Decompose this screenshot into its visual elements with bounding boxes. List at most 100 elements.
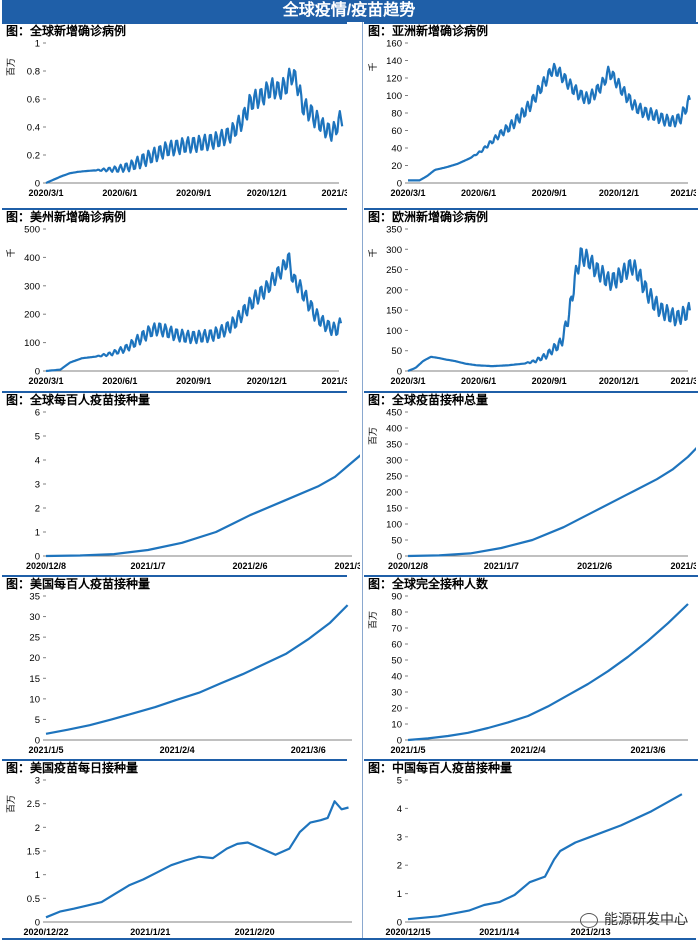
chart-title: 图：全球每百人疫苗接种量	[2, 391, 347, 407]
x-tick-label: 2020/6/1	[102, 376, 137, 386]
y-axis-label: 百万	[6, 58, 16, 76]
y-tick-label: 300	[386, 456, 402, 467]
chart-title: 图：全球完全接种人数	[364, 575, 698, 591]
x-tick-label: 2020/3/1	[390, 376, 425, 386]
x-tick-label: 2021/3/8	[334, 561, 360, 571]
chart-svg: 0 20 40 60 80 100 120 140 160 2020/3/1 2020/6/1 202…	[368, 39, 696, 199]
y-tick-label: 1	[35, 39, 40, 50]
y-tick-label: 150	[386, 504, 402, 515]
y-tick-label: 50	[391, 536, 402, 547]
y-tick-label: 200	[386, 488, 402, 499]
x-tick-label: 2020/12/22	[23, 927, 68, 937]
chart-title: 图：中国每百人疫苗接种量	[364, 759, 698, 775]
y-tick-label: 300	[24, 281, 40, 292]
y-tick-label: 60	[391, 640, 402, 651]
series-line	[45, 454, 360, 558]
y-tick-label: 30	[29, 612, 40, 623]
chart-title: 图：美州新增确诊病例	[2, 208, 347, 224]
chart-svg: 0 50 100 150 200 250 300 350 2020/3/1 2020/6/1 202…	[368, 225, 696, 387]
y-tick-label: 2	[35, 823, 40, 834]
y-tick-label: 300	[386, 245, 402, 256]
y-tick-label: 0.2	[27, 151, 40, 162]
y-tick-label: 100	[386, 520, 402, 531]
chart-title: 图：亚洲新增确诊病例	[364, 22, 698, 38]
x-tick-label: 2021/3/6	[630, 745, 665, 755]
y-axis-label: 百万	[368, 427, 378, 445]
y-tick-label: 0.4	[27, 123, 40, 134]
y-tick-label: 1	[397, 889, 402, 900]
y-tick-label: 250	[386, 472, 402, 483]
y-tick-label: 15	[29, 674, 40, 685]
x-tick-label: 2020/12/1	[599, 376, 639, 386]
y-axis-label: 千	[368, 248, 378, 257]
chart-title: 图：美国疫苗每日接种量	[2, 759, 347, 775]
y-tick-label: 150	[386, 306, 402, 317]
y-tick-label: 20	[391, 161, 402, 172]
y-tick-label: 0.6	[27, 95, 40, 106]
y-tick-label: 5	[35, 715, 40, 726]
series-line	[407, 247, 691, 373]
y-tick-label: 20	[29, 653, 40, 664]
y-tick-label: 35	[29, 592, 40, 603]
y-tick-label: 120	[386, 74, 402, 85]
y-tick-label: 2.5	[27, 799, 40, 810]
y-tick-label: 50	[391, 346, 402, 357]
x-tick-label: 2020/12/15	[385, 927, 430, 937]
x-tick-label: 2021/2/6	[232, 561, 267, 571]
y-tick-label: 60	[391, 126, 402, 137]
y-axis-label: 百万	[368, 611, 378, 629]
y-tick-label: 1.5	[27, 847, 40, 858]
y-tick-label: 5	[397, 776, 402, 787]
y-tick-label: 0	[35, 367, 40, 378]
chart-title: 图：美国每百人疫苗接种量	[2, 575, 347, 591]
chart-svg: 0 100 200 300 400 500 2020/3/1 2020/6/1 2020/9/1…	[6, 225, 347, 387]
x-tick-label: 2021/3/1	[670, 188, 696, 198]
y-tick-label: 5	[35, 432, 40, 443]
y-tick-label: 1	[35, 870, 40, 881]
watermark-text: 能源研发中心	[604, 911, 688, 927]
series-line	[407, 447, 696, 558]
y-tick-label: 80	[391, 109, 402, 120]
x-tick-label: 2021/2/6	[577, 561, 612, 571]
y-tick-label: 3	[35, 480, 40, 491]
y-tick-label: 90	[391, 592, 402, 603]
series-line	[407, 603, 689, 742]
chart-panel-global-fully-vaccinated: 图：全球完全接种人数 0 10 20 30 40 50 60 70 80 90 2021/1/5 20…	[364, 575, 698, 755]
x-tick-label: 2020/9/1	[532, 376, 567, 386]
y-tick-label: 4	[35, 456, 40, 467]
x-tick-label: 2021/1/5	[28, 745, 63, 755]
y-tick-label: 0	[35, 736, 40, 747]
y-tick-label: 1	[35, 528, 40, 539]
x-tick-label: 2021/1/7	[130, 561, 165, 571]
y-axis-label: 百万	[6, 795, 16, 813]
y-tick-label: 0	[35, 918, 40, 929]
x-tick-label: 2021/3/1	[321, 188, 347, 198]
y-tick-label: 0	[397, 552, 402, 563]
chart-svg: 0 1 2 3 4 5 2020/12/15 2021/1/14 2021/2/13	[385, 776, 688, 937]
x-tick-label: 2021/1/21	[130, 927, 170, 937]
y-tick-label: 350	[386, 225, 402, 236]
wechat-icon	[580, 912, 598, 928]
page-title: 全球疫情/疫苗趋势	[282, 2, 416, 19]
x-tick-label: 2020/6/1	[102, 188, 137, 198]
y-tick-label: 0	[397, 736, 402, 747]
chart-panel-asia-cases: 图：亚洲新增确诊病例 0 20 40 60 80 100 120 140 160 2020/3/1…	[364, 22, 698, 205]
y-tick-label: 3	[35, 776, 40, 787]
series-line	[408, 62, 691, 182]
bottom-rule	[2, 938, 696, 940]
chart-title: 图：全球疫苗接种总量	[364, 391, 698, 407]
page-title-banner: 全球疫情/疫苗趋势	[2, 0, 696, 22]
chart-svg: 0 0.2 0.4 0.6 0.8 1 2020/3/1 2020/6/1 2020/9/1 20…	[6, 39, 347, 199]
x-tick-label: 2021/3/6	[291, 745, 326, 755]
x-tick-label: 2021/1/5	[390, 745, 425, 755]
y-tick-label: 450	[386, 408, 402, 419]
series-line	[45, 800, 349, 919]
y-tick-label: 30	[391, 688, 402, 699]
watermark: 能源研发中心	[580, 909, 688, 929]
chart-panel-global-per-hundred: 图：全球每百人疫苗接种量 0 1 2 3 4 5 6 2020/12/8 2021/1/7 202…	[2, 391, 360, 571]
y-tick-label: 160	[386, 39, 402, 50]
y-tick-label: 100	[24, 338, 40, 349]
y-tick-label: 100	[386, 91, 402, 102]
chart-svg: 0 1 2 3 4 5 6 2020/12/8 2021/1/7 2021/2/6 2021/3/8	[26, 408, 360, 571]
y-tick-label: 40	[391, 672, 402, 683]
